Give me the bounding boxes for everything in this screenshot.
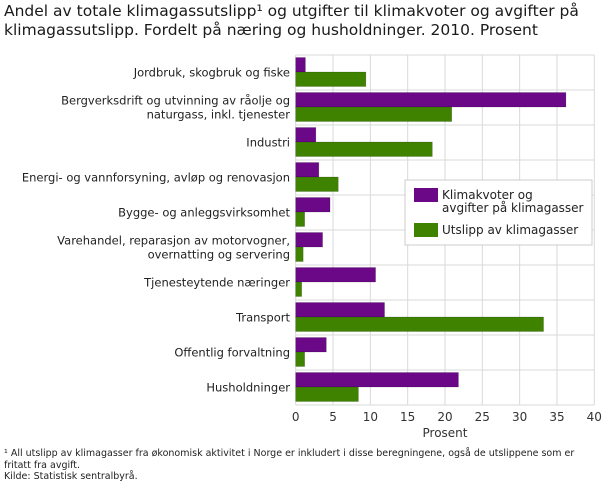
x-tick-label: 5 bbox=[329, 410, 337, 424]
chart-notes: ¹ All utslipp av klimagasser fra økonomi… bbox=[4, 448, 604, 483]
category-label: Bygge- og anleggsvirksomhet bbox=[118, 206, 290, 220]
category-label: Tjenesteytende næringer bbox=[143, 276, 290, 290]
x-tick-label: 35 bbox=[549, 410, 564, 424]
x-axis-label: Prosent bbox=[423, 426, 468, 440]
bar-klimakvoter bbox=[295, 92, 567, 108]
x-tick-label: 0 bbox=[292, 410, 300, 424]
bar-utslipp bbox=[295, 176, 339, 192]
x-tick-label: 40 bbox=[587, 410, 602, 424]
category-label-line: naturgass, inkl. tjenester bbox=[147, 108, 291, 122]
bar-klimakvoter bbox=[295, 267, 376, 283]
category-label-line: Bergverksdrift og utvinning av råolje og bbox=[61, 94, 290, 108]
source: Kilde: Statistisk sentralbyrå. bbox=[4, 471, 138, 482]
legend-swatch bbox=[414, 223, 438, 237]
bar-utslipp bbox=[295, 351, 305, 367]
x-tick-label: 15 bbox=[400, 410, 415, 424]
category-label: Offentlig forvaltning bbox=[174, 346, 290, 360]
legend-label: avgifter på klimagasser bbox=[442, 201, 584, 215]
bar-klimakvoter bbox=[295, 197, 331, 213]
category-label: Varehandel, reparasjon av motorvogner, ov… bbox=[57, 234, 290, 262]
chart-title: Andel av totale klimagassutslipp¹ og utg… bbox=[4, 2, 579, 39]
bar-klimakvoter bbox=[295, 302, 385, 318]
legend-label: Utslipp av klimagasser bbox=[442, 223, 578, 237]
category-label-line: Husholdninger bbox=[206, 381, 290, 395]
footnote: ¹ All utslipp av klimagasser fra økonomi… bbox=[4, 448, 575, 471]
bar-klimakvoter bbox=[295, 337, 327, 353]
legend-label: Klimakvoter og bbox=[442, 188, 533, 202]
category-label: Bergverksdrift og utvinning av råolje og… bbox=[61, 94, 290, 122]
bar-klimakvoter bbox=[295, 127, 317, 143]
category-label-line: Bygge- og anleggsvirksomhet bbox=[118, 206, 290, 220]
bar-utslipp bbox=[295, 106, 453, 122]
bar-klimakvoter bbox=[295, 57, 306, 73]
category-label-line: Tjenesteytende næringer bbox=[143, 276, 290, 290]
bar-utslipp bbox=[295, 386, 359, 402]
bar-chart: 0 5 10 15 20 25 30 35 40 Prosent Jordbruk, skogbru… bbox=[22, 54, 602, 440]
category-label: Transport bbox=[235, 311, 290, 325]
bar-utslipp bbox=[295, 211, 305, 227]
x-tick-label: 20 bbox=[437, 410, 452, 424]
category-label-line: Varehandel, reparasjon av motorvogner, bbox=[57, 234, 290, 248]
category-label-line: Transport bbox=[235, 311, 290, 325]
bar-utslipp bbox=[295, 281, 302, 297]
bar-klimakvoter bbox=[295, 232, 323, 248]
x-tick-label: 30 bbox=[512, 410, 527, 424]
category-label: Energi- og vannforsyning, avløp og renov… bbox=[22, 171, 290, 185]
bar-klimakvoter bbox=[295, 162, 320, 178]
x-tick-label: 10 bbox=[363, 410, 378, 424]
category-label-line: Energi- og vannforsyning, avløp og renov… bbox=[22, 171, 290, 185]
legend-swatch bbox=[414, 188, 438, 202]
category-label-line: Industri bbox=[246, 136, 290, 150]
bar-utslipp bbox=[295, 71, 367, 87]
category-label: Husholdninger bbox=[206, 381, 290, 395]
category-label-line: overnatting og servering bbox=[148, 248, 290, 262]
category-label: Industri bbox=[246, 136, 290, 150]
bar-utslipp bbox=[295, 246, 304, 262]
category-label-line: Offentlig forvaltning bbox=[174, 346, 290, 360]
category-label-line: Jordbruk, skogbruk og fiske bbox=[133, 66, 290, 80]
category-label: Jordbruk, skogbruk og fiske bbox=[133, 66, 290, 80]
bar-klimakvoter bbox=[295, 372, 459, 388]
x-tick-label: 25 bbox=[475, 410, 490, 424]
bar-utslipp bbox=[295, 141, 433, 157]
bar-utslipp bbox=[295, 316, 544, 332]
